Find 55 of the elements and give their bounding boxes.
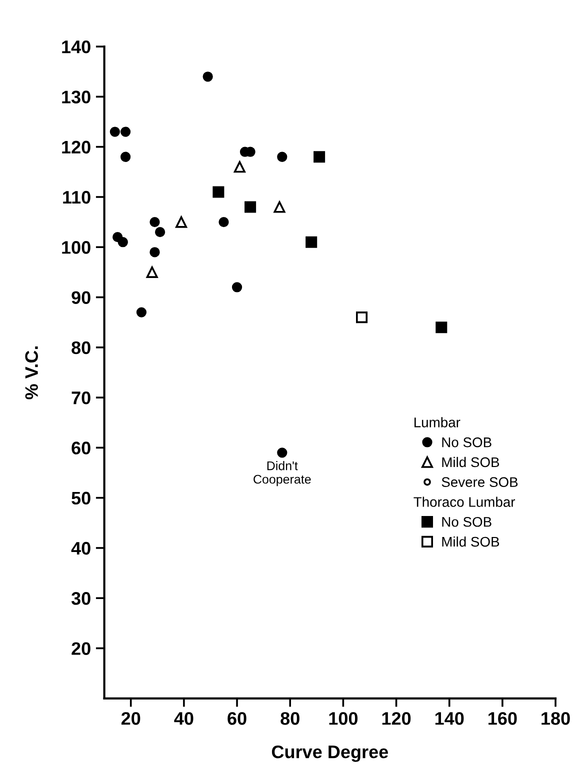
y-tick-label: 30 [71,592,90,605]
point [120,152,131,162]
point [154,227,166,238]
annotation: Didn't Cooperate [254,461,311,486]
x-tick-label: 40 [174,712,194,725]
point [234,161,246,173]
x-tick-label: 100 [329,712,358,725]
point [314,151,326,163]
point [356,312,368,324]
y-tick-label: 110 [63,190,90,204]
point [277,152,288,162]
legend-label: Severe SOB [442,477,518,488]
point [150,247,160,258]
point [146,266,158,278]
point [244,201,256,213]
point [306,236,318,248]
point [120,126,131,137]
legend-label: Mild SOB [442,536,500,547]
point [110,126,120,137]
y-tick-label: 120 [62,140,90,154]
point [118,237,128,248]
x-tick-label: 120 [382,712,411,725]
x-tick-label: 140 [435,712,464,725]
point [274,201,286,213]
point [150,216,160,228]
annotation: Thoraco Lumbar [414,496,516,507]
y-tick-label: 20 [72,642,90,655]
point [232,282,242,292]
point [202,72,213,82]
x-tick-label: 60 [228,712,246,725]
point [212,186,224,198]
legend-label: Mild SOB [442,456,500,468]
legend-label: No SOB [442,437,492,448]
legend-label: No SOB [442,516,492,527]
point [176,216,188,228]
y-tick-label: 40 [71,542,90,555]
point [136,307,147,318]
x-tick-label: 20 [121,712,140,725]
y-tick-label: 80 [72,341,90,354]
y-tick-label: 50 [72,492,90,505]
annotation: Lumbar [414,417,460,428]
point [277,448,288,458]
y-axis-title: % V.C. [25,346,38,400]
point [218,216,229,228]
y-tick-label: 60 [72,442,90,454]
y-tick-label: 130 [62,90,90,104]
x-axis-title: Curve Degree [272,745,388,762]
point [436,322,448,334]
x-tick-label: 180 [542,712,570,725]
x-tick-label: 160 [488,712,517,725]
y-tick-label: 100 [62,241,90,254]
y-tick-label: 70 [72,391,90,404]
x-tick-label: 80 [280,712,300,725]
y-tick-label: 90 [72,291,90,304]
y-tick-label: 140 [62,40,90,54]
